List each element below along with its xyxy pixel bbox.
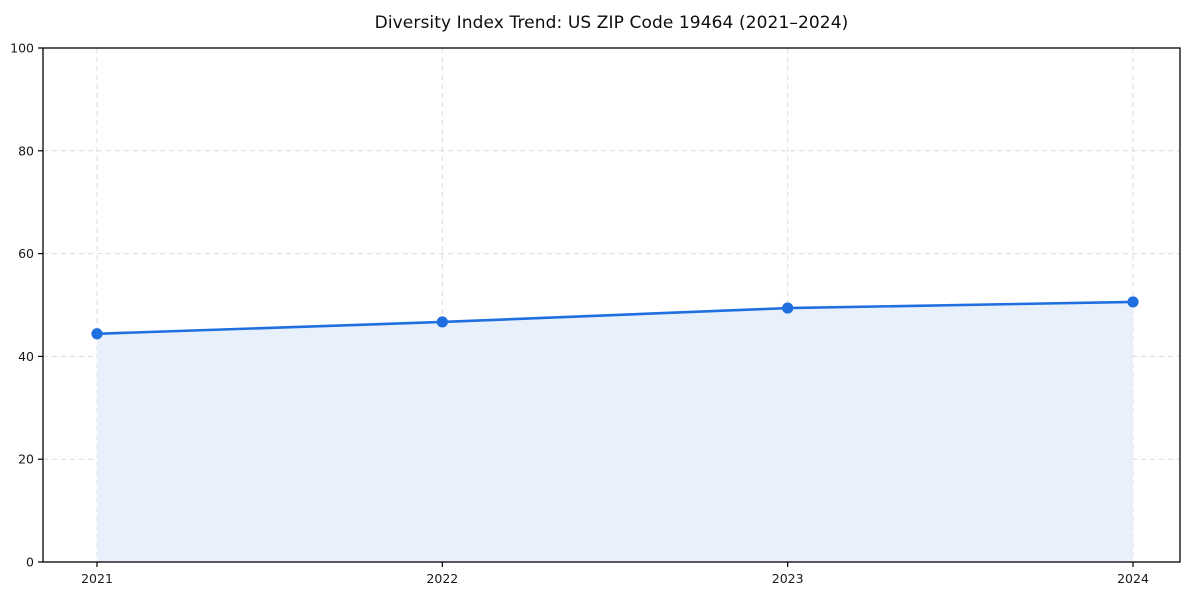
y-tick-label-0: 0 — [26, 555, 34, 570]
y-tick-label-60: 60 — [18, 246, 34, 261]
data-point-2024 — [1127, 296, 1139, 308]
axis-frame — [42, 47, 1181, 563]
trend-line — [95, 300, 1135, 336]
x-tick-label-2024: 2024 — [1117, 571, 1149, 586]
y-tick-label-80: 80 — [18, 143, 34, 158]
data-point-2023 — [782, 302, 794, 314]
y-tick-label-100: 100 — [10, 41, 34, 56]
x-tick-label-2022: 2022 — [426, 571, 458, 586]
x-tick-label-2023: 2023 — [772, 571, 804, 586]
data-point-2021 — [91, 328, 103, 340]
y-tick-label-40: 40 — [18, 349, 34, 364]
x-tick-label-2021: 2021 — [81, 571, 113, 586]
data-point-2022 — [436, 316, 448, 328]
y-tick-label-20: 20 — [18, 452, 34, 467]
chart-title: Diversity Index Trend: US ZIP Code 19464… — [374, 13, 849, 33]
area-fill — [97, 301, 1133, 562]
